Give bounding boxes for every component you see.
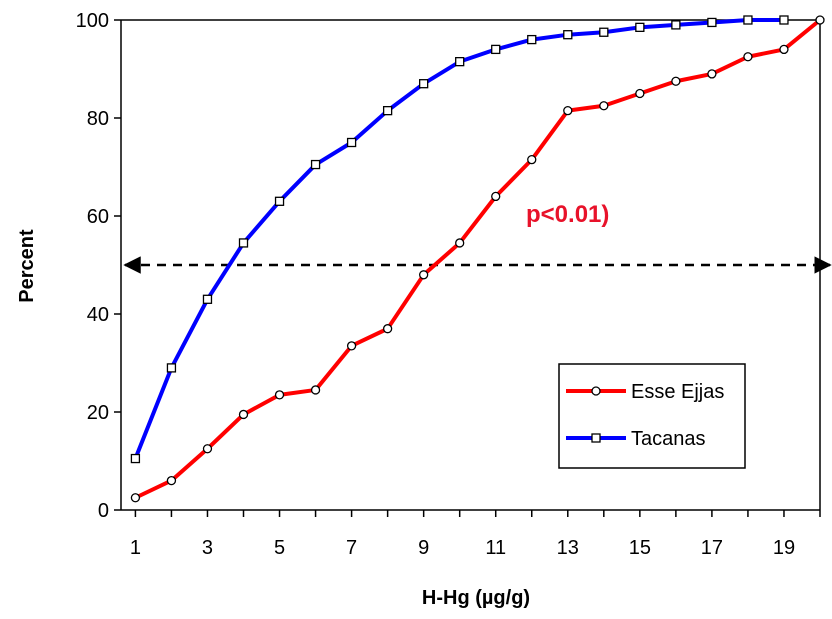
y-tick-label: 20 [87, 402, 109, 424]
x-tick-label: 13 [557, 537, 579, 559]
data-point [563, 106, 573, 116]
annotation-p-value: p<0.01) [526, 201, 609, 228]
data-point [238, 238, 249, 248]
data-point [491, 191, 501, 202]
y-tick-label: 80 [87, 108, 109, 130]
data-point [491, 44, 501, 55]
y-axis: 0 20 40 60 80 100 [76, 10, 122, 522]
data-point [779, 15, 789, 25]
x-tick-label: 15 [629, 537, 651, 559]
data-point [202, 444, 213, 454]
data-point [563, 30, 573, 40]
legend-box [558, 363, 746, 469]
data-point [635, 22, 645, 33]
data-point [382, 324, 393, 334]
y-tick-label: 100 [76, 10, 109, 32]
data-point [274, 390, 285, 400]
series-line-0 [134, 18, 822, 500]
x-tick-label: 1 [130, 537, 141, 559]
x-tick-label: 11 [485, 537, 506, 559]
data-point [707, 69, 717, 79]
x-tick-label: 7 [346, 537, 357, 559]
legend-marker [591, 433, 601, 443]
data-point [130, 453, 141, 464]
data-point [310, 385, 321, 395]
data-point [166, 475, 177, 486]
data-point [382, 106, 393, 116]
data-point [671, 20, 681, 30]
legend-marker [591, 386, 601, 396]
legend: Esse Ejjas Tacanas [558, 363, 746, 469]
legend-items: Esse Ejjas Tacanas [566, 381, 724, 450]
data-point [455, 238, 465, 248]
data-point [599, 101, 609, 111]
data-point [346, 137, 357, 148]
data-point [671, 76, 681, 86]
y-tick-label: 60 [87, 206, 109, 228]
data-point [166, 363, 177, 373]
legend-label-0: Esse Ejjas [631, 381, 724, 403]
data-point [310, 159, 321, 170]
y-tick-label: 0 [98, 500, 109, 522]
x-tick-label: 19 [773, 537, 795, 559]
data-point [743, 15, 753, 25]
data-point [527, 154, 537, 165]
data-point [419, 79, 429, 89]
x-tick-label: 3 [202, 537, 213, 559]
data-point [238, 409, 249, 420]
x-axis-title: H-Hg (µg/g) [422, 587, 530, 609]
x-tick-label: 5 [274, 537, 285, 559]
data-point [274, 196, 285, 206]
data-point [815, 15, 825, 25]
y-axis-title: Percent [16, 229, 38, 303]
data-point [419, 270, 429, 280]
data-point [527, 34, 537, 45]
x-tick-label: 9 [418, 537, 429, 559]
data-point [455, 57, 465, 67]
legend-label-1: Tacanas [631, 428, 706, 450]
data-point [635, 88, 645, 99]
y-tick-label: 40 [87, 304, 109, 326]
data-point [599, 27, 609, 37]
data-point [130, 493, 141, 503]
data-point [707, 17, 717, 28]
series-group [130, 15, 825, 503]
data-point [346, 341, 357, 351]
x-axis: 1 3 5 7 9 11 13 15 17 19 [121, 509, 821, 559]
x-tick-label: 17 [701, 537, 723, 559]
data-point [743, 52, 753, 62]
data-point [202, 294, 213, 304]
data-point [779, 44, 789, 55]
